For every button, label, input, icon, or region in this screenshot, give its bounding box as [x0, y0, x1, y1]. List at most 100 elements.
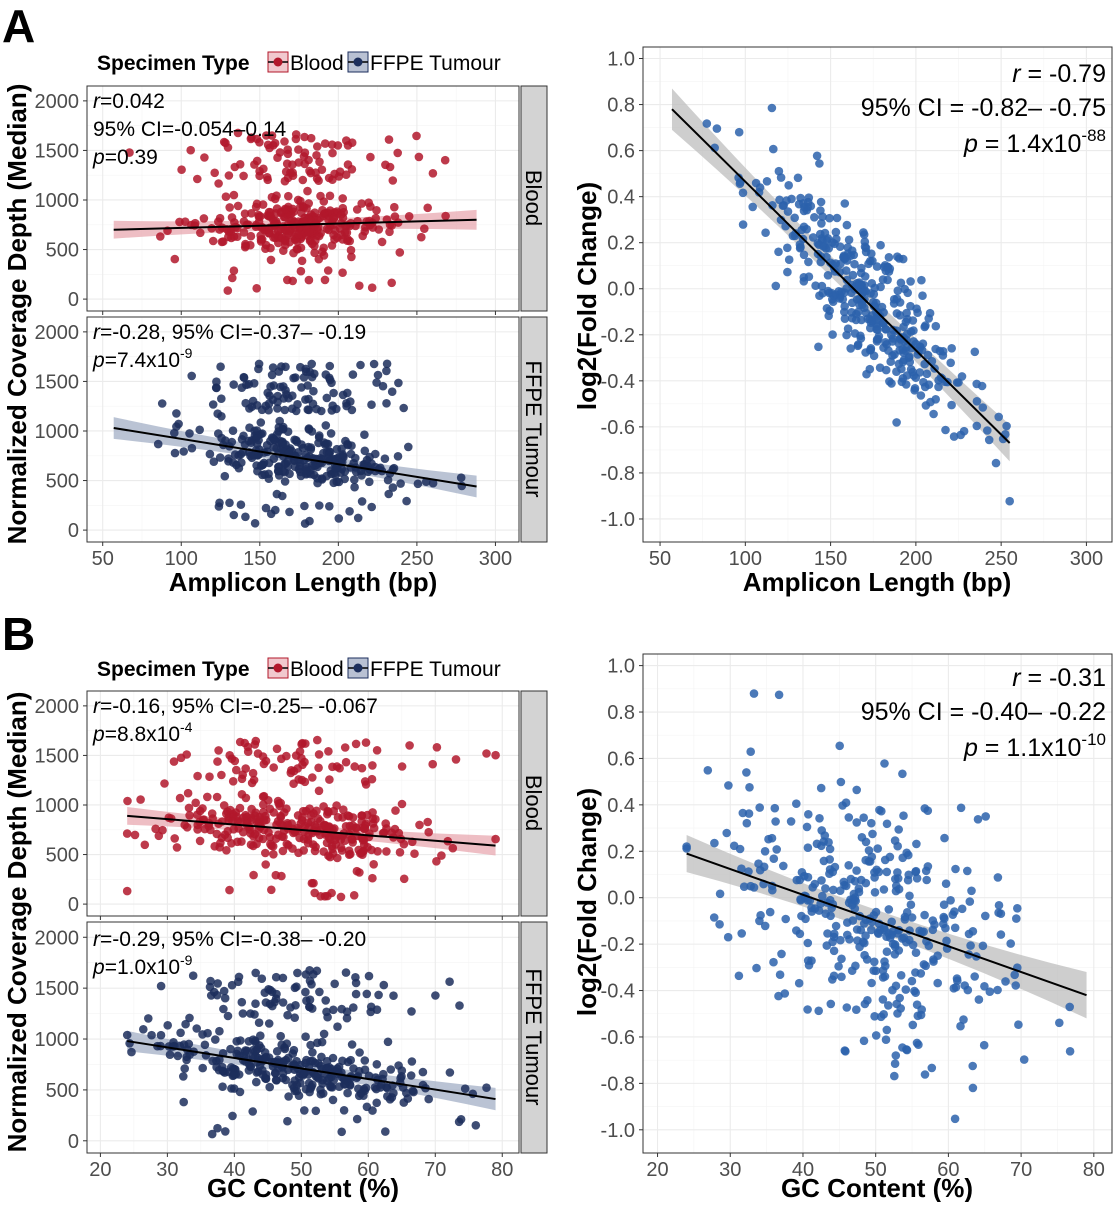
data-point	[783, 207, 793, 216]
y-axis-title-a-left: Normalized Coverage Depth (Median)	[2, 84, 32, 545]
data-point	[260, 1054, 269, 1063]
data-point	[816, 783, 826, 793]
data-point	[283, 275, 292, 285]
data-point	[739, 882, 749, 891]
data-point	[852, 1005, 861, 1014]
data-point	[273, 796, 283, 806]
data-point	[241, 793, 251, 803]
data-point	[373, 370, 383, 380]
data-point	[418, 1067, 428, 1077]
annotation-a-blood: r=0.042 95% CI=-0.054–0.14 p=0.39	[92, 90, 287, 169]
x-tick-label: 150	[243, 548, 276, 570]
data-point	[869, 289, 879, 299]
annot-p-exponent: -9	[180, 345, 193, 361]
data-point	[236, 817, 245, 826]
data-point	[347, 165, 357, 174]
annot-p-value: = 1.4x10	[978, 130, 1082, 158]
data-point	[154, 831, 164, 841]
data-point	[208, 1056, 217, 1066]
data-point	[210, 842, 219, 851]
annotation-a-ffpe: r=-0.28, 95% CI=-0.37– -0.19 p=7.4x10-9	[92, 321, 366, 372]
data-point	[314, 750, 324, 759]
data-point	[394, 1061, 403, 1070]
data-point	[907, 343, 916, 353]
data-point	[939, 900, 949, 909]
data-point	[248, 1107, 257, 1116]
data-point	[305, 1087, 314, 1097]
data-point	[337, 1127, 347, 1137]
data-point	[290, 1013, 300, 1022]
data-point	[737, 929, 746, 938]
data-point	[313, 142, 322, 151]
data-point	[823, 271, 833, 280]
data-point	[393, 148, 403, 158]
panel-label-a: A	[2, 0, 35, 52]
data-point	[911, 948, 921, 957]
data-point	[825, 869, 834, 878]
data-point	[877, 806, 886, 816]
data-point	[898, 1043, 907, 1052]
data-point	[368, 761, 377, 770]
x-axis-title-b-left: GC Content (%)	[207, 1173, 399, 1202]
data-point	[760, 921, 770, 931]
y-tick-label: 2000	[35, 322, 80, 344]
data-point	[405, 741, 414, 750]
data-point	[906, 365, 916, 374]
data-point	[767, 103, 777, 113]
data-point	[348, 813, 358, 822]
data-point	[769, 144, 778, 154]
data-point	[818, 891, 827, 901]
data-point	[214, 429, 223, 438]
data-point	[199, 214, 209, 223]
data-point	[404, 442, 413, 452]
data-point	[338, 194, 348, 203]
data-point	[898, 345, 907, 354]
data-point	[338, 268, 347, 278]
data-point	[221, 192, 231, 201]
data-point	[225, 885, 234, 895]
data-point	[305, 236, 315, 246]
data-point	[364, 198, 374, 207]
data-point	[876, 1012, 886, 1022]
data-point	[379, 980, 389, 990]
data-point	[970, 347, 980, 357]
data-point	[738, 808, 748, 818]
data-point	[205, 772, 214, 781]
data-point	[981, 911, 990, 921]
data-point	[1001, 977, 1010, 986]
data-point	[156, 981, 166, 991]
data-point	[297, 256, 307, 266]
data-point	[428, 478, 438, 488]
data-point	[310, 888, 320, 898]
data-point	[341, 822, 351, 831]
annot-p-exponent: -88	[1081, 126, 1106, 145]
annot-r-label: r	[93, 90, 101, 113]
data-point	[904, 850, 913, 860]
data-point	[826, 999, 836, 1009]
y-tick-label: -0.4	[601, 981, 635, 1003]
data-point	[288, 204, 298, 214]
data-point	[200, 824, 210, 834]
data-point	[203, 792, 212, 802]
data-point	[299, 217, 308, 226]
svg-text:p = 1.1x10-10: p = 1.1x10-10	[963, 730, 1106, 762]
y-tick-label: -0.2	[601, 934, 635, 956]
data-point	[900, 915, 910, 924]
data-point	[325, 502, 334, 511]
x-tick-label: 200	[322, 548, 355, 570]
y-tick-label: 500	[46, 240, 79, 262]
data-point	[320, 139, 330, 148]
data-point	[237, 997, 247, 1007]
data-point	[173, 1051, 183, 1061]
data-point	[979, 1040, 989, 1050]
data-point	[321, 421, 331, 430]
data-point	[378, 828, 388, 838]
data-point	[264, 985, 273, 994]
data-point	[820, 831, 830, 840]
data-point	[289, 373, 298, 383]
data-point	[374, 990, 383, 1000]
data-point	[224, 457, 233, 466]
data-point	[876, 282, 885, 292]
data-point	[265, 999, 275, 1009]
data-point	[282, 839, 292, 849]
